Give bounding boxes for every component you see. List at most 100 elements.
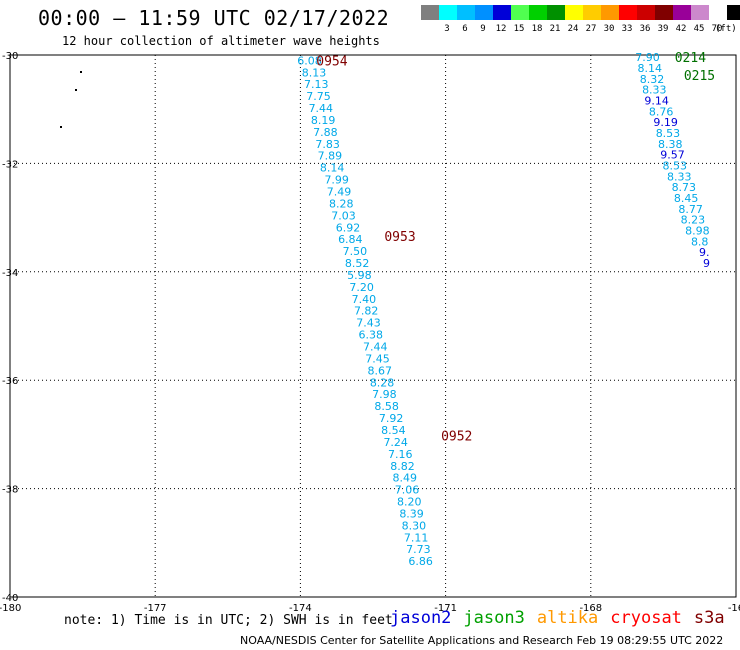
wave-height-value: 7.40	[352, 293, 377, 306]
color-scale-swatch	[529, 5, 547, 20]
color-scale-label: 18	[531, 24, 543, 34]
wave-height-value: 8.53	[662, 159, 687, 172]
wave-height-value: 8.98	[685, 225, 710, 238]
satellite-legend: jason2 jason3 altika cryosat s3a	[390, 608, 737, 628]
wave-height-value: 8.77	[678, 203, 703, 216]
color-scale-swatch	[547, 5, 565, 20]
color-scale-swatch	[511, 5, 529, 20]
wave-height-value: 8.32	[640, 73, 665, 86]
footer-note: note: 1) Time is in UTC; 2) SWH is in fe…	[64, 613, 393, 628]
wave-height-value: 6.38	[358, 329, 383, 342]
wave-height-value: 8.49	[393, 472, 418, 485]
wave-height-value: 8.19	[311, 114, 336, 127]
credit-line: NOAA/NESDIS Center for Satellite Applica…	[240, 634, 724, 647]
color-scale-swatch	[565, 5, 583, 20]
wave-height-value: 8.82	[390, 460, 415, 473]
color-scale-swatch	[439, 5, 457, 20]
color-scale-swatch	[493, 5, 511, 20]
wave-height-value: 7.44	[309, 102, 334, 115]
y-tick-label: -40	[2, 593, 18, 604]
wave-height-value: 8.33	[667, 170, 692, 183]
wave-height-value: 7.75	[306, 90, 331, 103]
x-tick-label: -180	[0, 603, 21, 614]
wave-height-value: 6.92	[336, 221, 361, 234]
wave-height-value: 8.67	[368, 364, 393, 377]
wave-height-value: 8.13	[302, 66, 327, 79]
color-scale-label: 36	[639, 24, 651, 34]
wave-height-value: 6.86	[408, 555, 433, 568]
wave-height-value: 8.20	[397, 496, 422, 509]
wave-height-value: 8.52	[345, 257, 370, 270]
wave-height-value: 9.14	[644, 94, 669, 107]
color-scale-label: 3	[444, 24, 450, 34]
color-scale-swatch	[691, 5, 709, 20]
pass-time-label: 0953	[384, 230, 415, 245]
color-scale-unit: (ft)	[715, 24, 737, 34]
wave-height-value: 8.28	[370, 376, 395, 389]
wave-height-value: 8.45	[674, 192, 699, 205]
wave-height-value: 9	[703, 257, 710, 270]
wave-height-value: 7.11	[404, 531, 429, 544]
wave-height-value: 7.44	[363, 341, 388, 354]
wave-height-value: 7.98	[372, 388, 397, 401]
wave-height-value: 8.54	[381, 424, 406, 437]
wave-height-value: 6.84	[338, 233, 363, 246]
wave-height-value: 9.	[699, 246, 710, 259]
color-scale-label: 45	[693, 24, 705, 34]
satellite-name: s3a	[693, 608, 725, 628]
wave-height-value: 7.83	[315, 138, 340, 151]
color-scale-swatch	[475, 5, 493, 20]
satellite-name: jason2	[390, 608, 452, 628]
wave-height-value: 5.98	[347, 269, 372, 282]
color-scale-label: 70	[711, 24, 723, 34]
y-tick-label: -36	[2, 376, 18, 387]
color-scale-label: 24	[567, 24, 579, 34]
wave-height-value: 7.82	[354, 305, 379, 318]
wave-height-value: 8.8	[691, 235, 709, 248]
color-scale-swatch	[421, 5, 439, 20]
color-scale-swatch	[727, 5, 740, 20]
color-scale-swatch	[601, 5, 619, 20]
color-scale-swatch	[619, 5, 637, 20]
island-dot	[80, 71, 82, 73]
wave-height-value: 8.14	[320, 162, 345, 175]
wave-height-value: 7.89	[318, 150, 343, 163]
color-scale-swatch	[673, 5, 691, 20]
color-scale-label: 27	[585, 24, 597, 34]
wave-height-value: 7.43	[356, 317, 381, 330]
page-subtitle: 12 hour collection of altimeter wave hei…	[62, 34, 380, 48]
wave-height-value: 9.57	[660, 149, 685, 162]
pass-time-label: 0214	[675, 51, 706, 66]
color-scale-label: 15	[513, 24, 525, 34]
color-scale-label: 33	[621, 24, 633, 34]
wave-height-value: 8.58	[374, 400, 399, 413]
wave-height-value: 8.30	[402, 519, 427, 532]
wave-height-value: 7.99	[324, 174, 349, 187]
color-scale-label: 21	[549, 24, 561, 34]
wave-height-value: 8.28	[329, 197, 354, 210]
wave-height-value: 8.23	[681, 214, 706, 227]
satellite-name: jason3	[463, 608, 525, 628]
pass-time-label: 0952	[441, 429, 472, 444]
y-tick-label: -34	[2, 268, 18, 279]
wave-height-value: 7.73	[406, 543, 431, 556]
color-scale-swatch	[637, 5, 655, 20]
wave-height-value: 7.90	[635, 51, 660, 64]
y-tick-label: -32	[2, 159, 18, 170]
wave-height-value: 8.39	[399, 507, 424, 520]
x-tick-label: -168	[579, 603, 602, 614]
color-scale-swatch	[709, 5, 727, 20]
wave-height-value: 7.45	[365, 352, 390, 365]
wave-height-value: 7.06	[395, 484, 420, 497]
wave-height-value: 7.03	[331, 209, 356, 222]
y-tick-label: -30	[2, 51, 18, 62]
color-scale-label: 12	[495, 24, 507, 34]
map-frame	[9, 54, 737, 598]
color-scale-label: 39	[657, 24, 669, 34]
wave-height-value: 8.73	[672, 181, 697, 194]
color-scale-swatch	[457, 5, 475, 20]
wave-height-value: 7.88	[313, 126, 338, 139]
wave-height-value: 6.08	[297, 54, 322, 67]
color-scale-label: 6	[462, 24, 468, 34]
wave-height-value: 7.13	[304, 78, 329, 91]
